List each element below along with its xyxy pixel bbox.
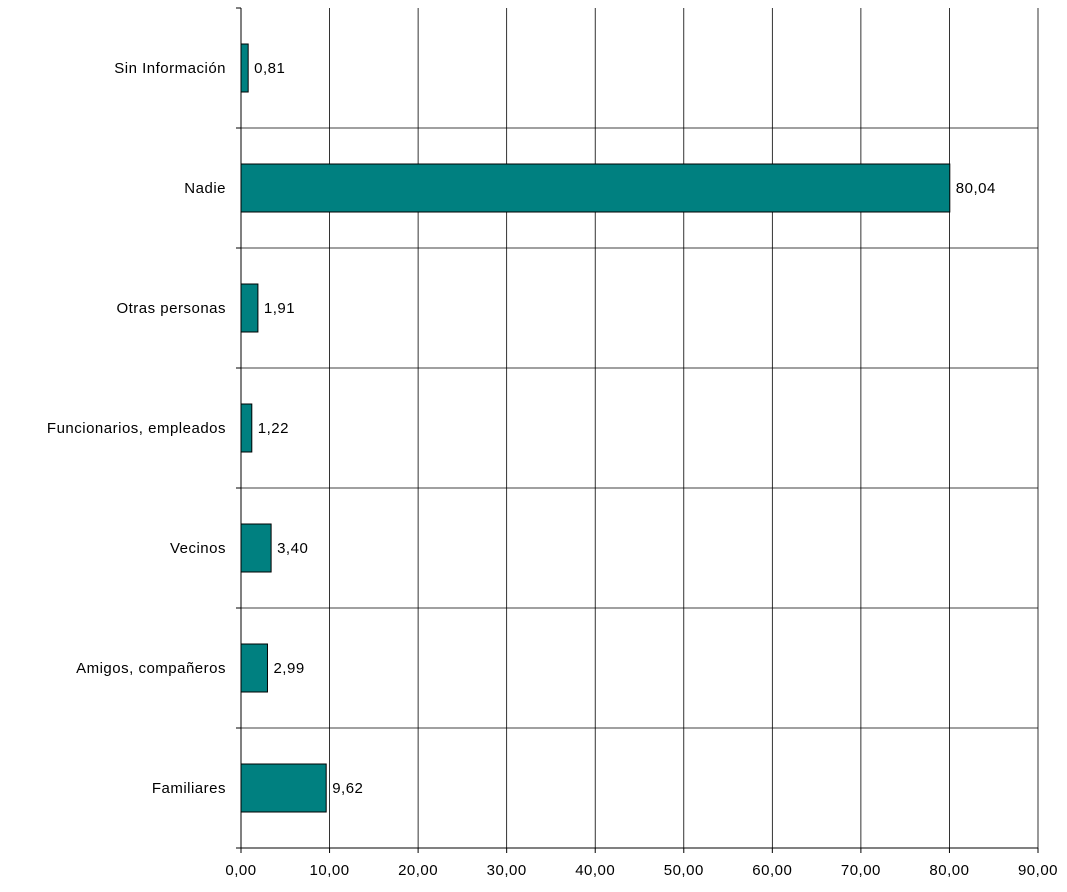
bar (240, 43, 249, 93)
category-label: Vecinos (170, 540, 226, 557)
data-label: 1,91 (264, 300, 295, 317)
x-tick-label: 20,00 (398, 862, 438, 879)
bar (240, 163, 951, 213)
x-tick-label: 70,00 (841, 862, 881, 879)
x-tick-label: 60,00 (752, 862, 792, 879)
data-label: 9,62 (332, 780, 363, 797)
data-label: 1,22 (258, 420, 289, 437)
grid (241, 8, 1039, 848)
x-tick-label: 10,00 (310, 862, 350, 879)
data-label: 2,99 (273, 660, 304, 677)
bar (240, 523, 272, 573)
category-label: Amigos, compañeros (76, 660, 226, 677)
x-tick-label: 0,00 (225, 862, 256, 879)
x-tick-label: 50,00 (664, 862, 704, 879)
axes (236, 7, 1039, 853)
x-tick-label: 90,00 (1018, 862, 1058, 879)
data-label: 0,81 (254, 60, 285, 77)
category-label: Otras personas (116, 300, 226, 317)
bar (240, 763, 327, 813)
x-tick-label: 30,00 (487, 862, 527, 879)
labels: 0,00 10,00 20,00 30,00 40,00 50,00 60,00 70,00 8… (47, 60, 1058, 879)
category-label: Familiares (152, 780, 226, 797)
category-label: Sin Información (114, 60, 226, 77)
category-label: Funcionarios, empleados (47, 420, 226, 437)
x-tick-label: 40,00 (575, 862, 615, 879)
bar (240, 643, 268, 693)
x-tick-label: 80,00 (929, 862, 969, 879)
data-label: 80,04 (956, 180, 996, 197)
category-label: Nadie (184, 180, 226, 197)
bar (240, 283, 259, 333)
bar (240, 403, 253, 453)
data-label: 3,40 (277, 540, 308, 557)
